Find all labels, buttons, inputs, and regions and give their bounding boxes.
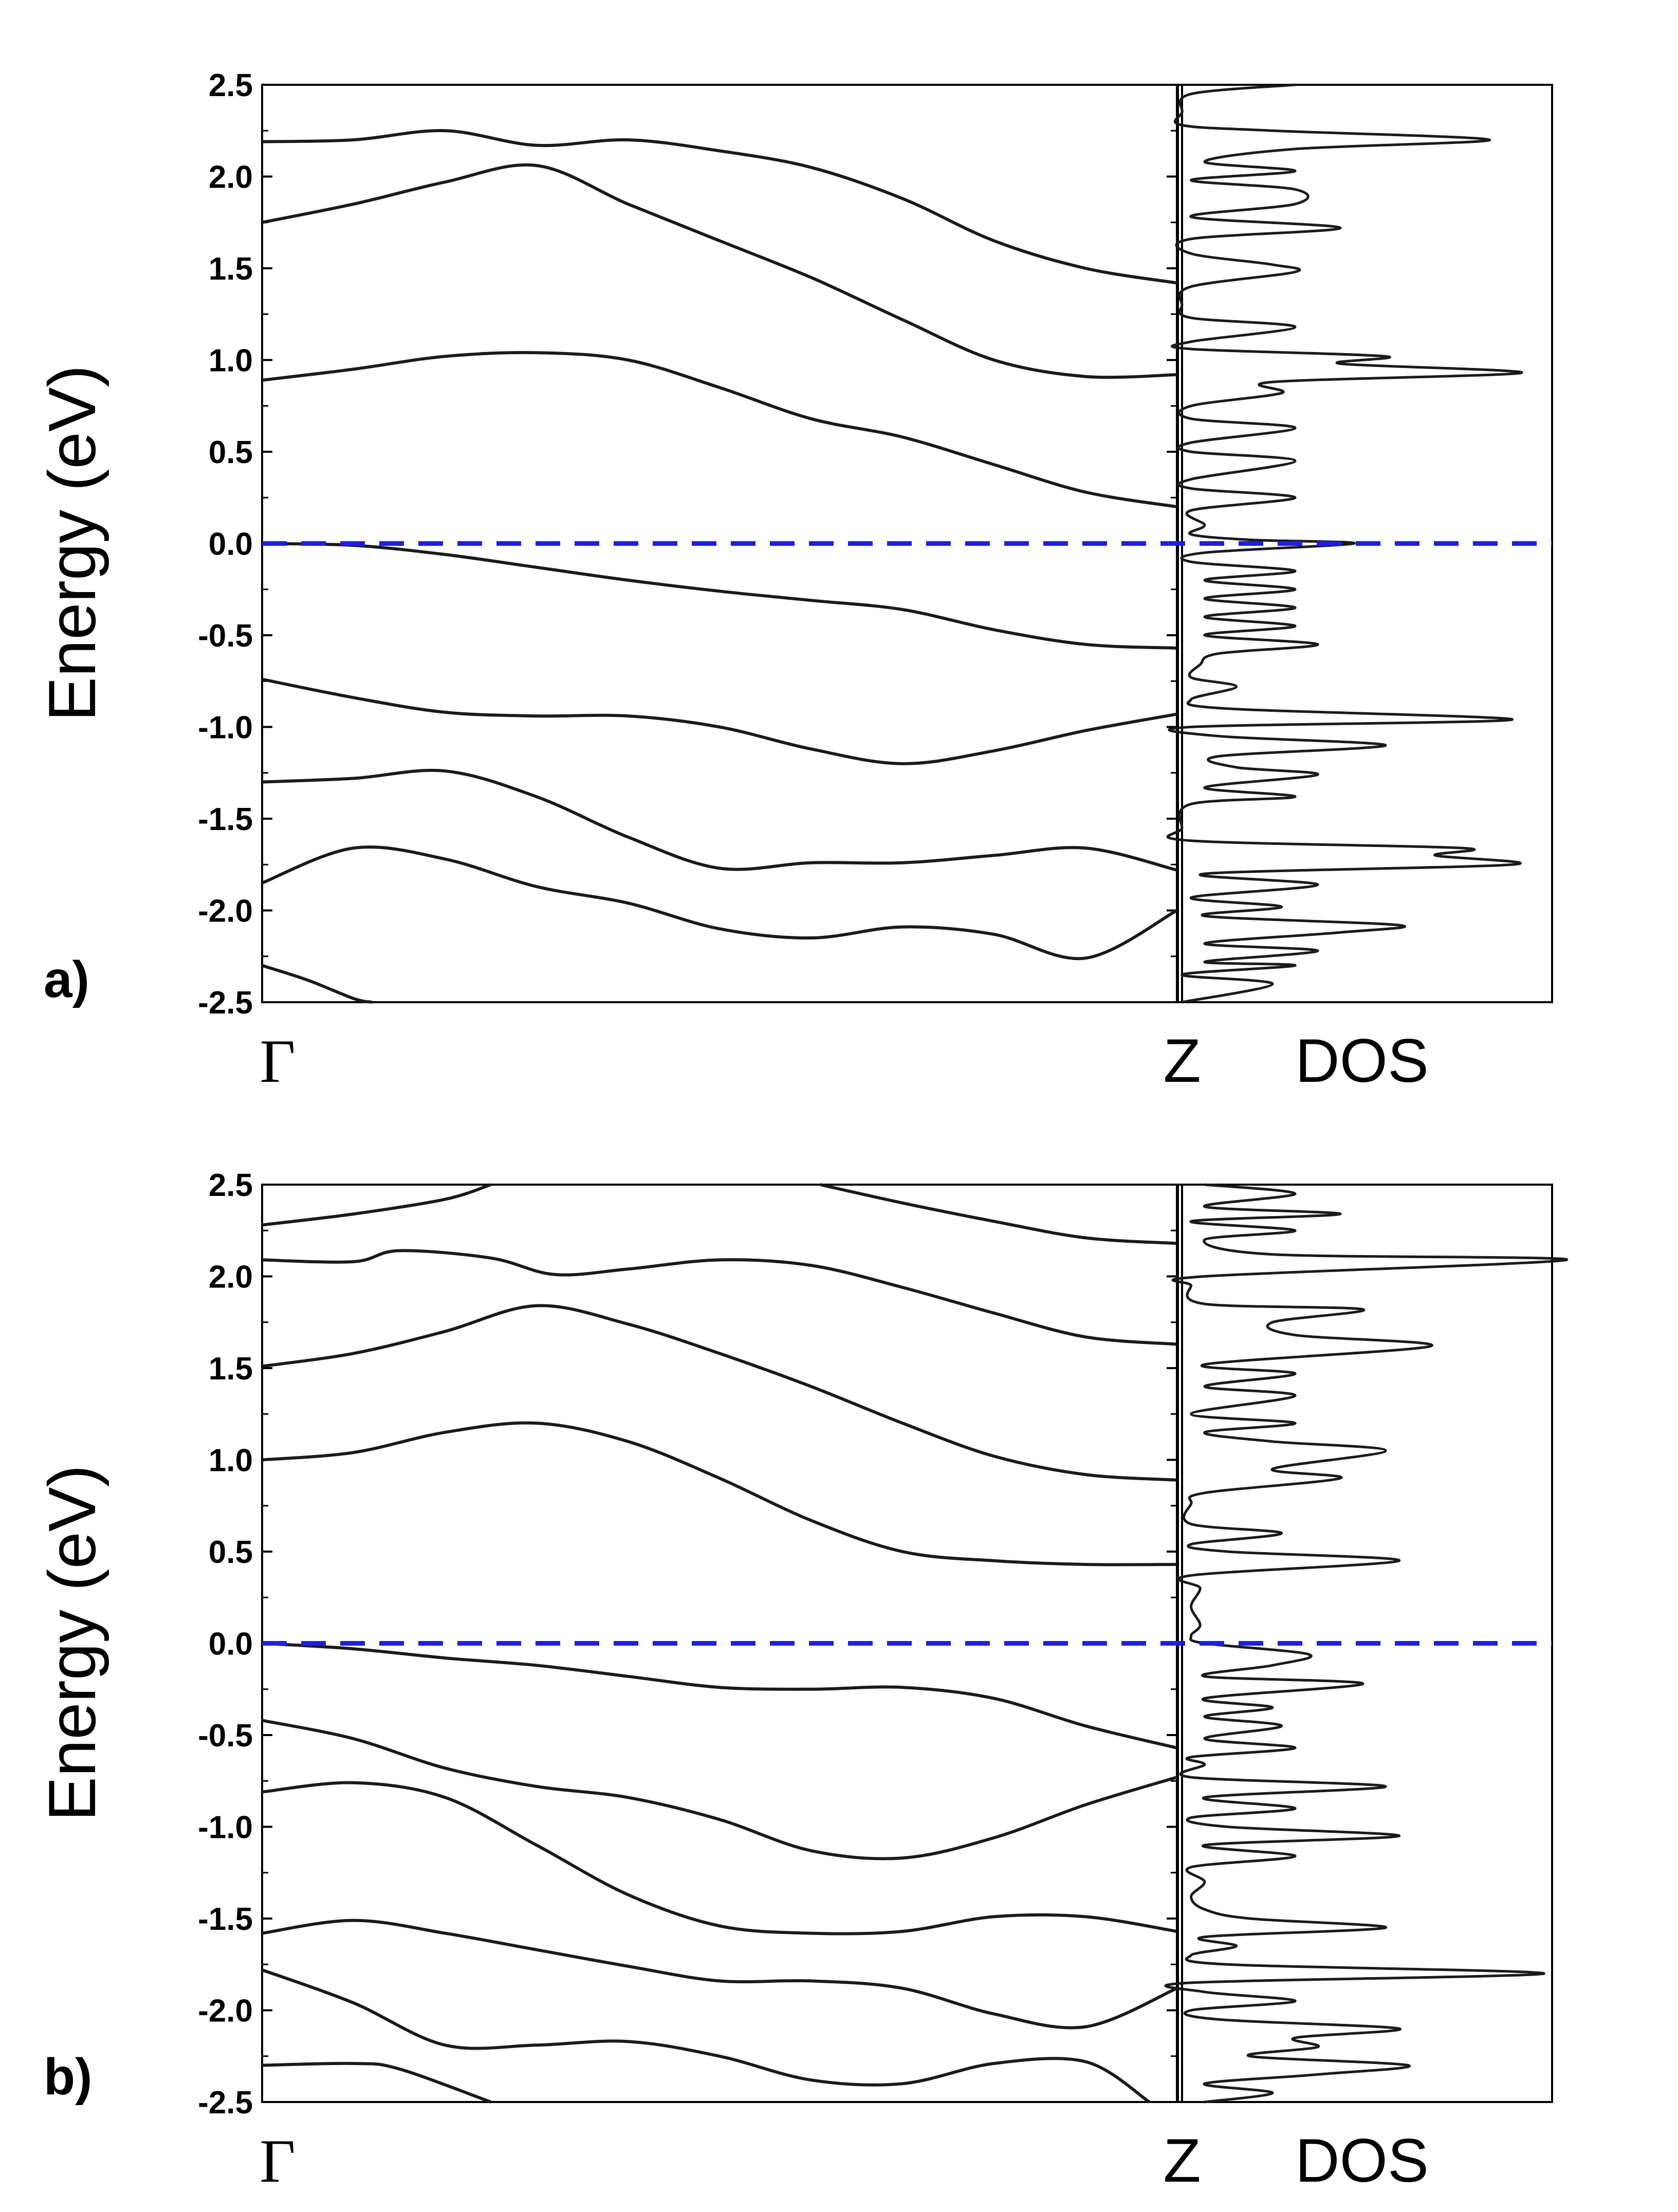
band-line [262,2061,492,2104]
y-tick-label: 0.5 [209,1535,253,1570]
dos-curve [1166,83,1523,1004]
band-lines [261,129,1178,1004]
gamma-label: Γ [260,1027,295,1095]
band-line [262,677,1177,765]
y-tick-label: 0.5 [209,435,253,470]
y-tick-label: 1.0 [209,343,253,379]
y-tick-label: -2.0 [198,1994,253,2029]
band-line [262,129,1177,285]
y-tick-label: 2.0 [209,1260,253,1295]
y-tick-label: -1.5 [198,1902,253,1937]
y-tick-label: 2.5 [209,68,253,103]
band-line [262,1781,1177,1935]
y-tick-label: 1.0 [209,1443,253,1479]
panel-label: a) [44,951,89,1008]
y-tick-label: 2.0 [209,160,253,195]
y-tick-label: -1.5 [198,802,253,837]
band-line [262,1642,1177,1749]
y-tick-label: -1.0 [198,710,253,746]
y-axis-label: Energy (eV) [34,365,109,722]
y-tick-label: -0.5 [198,1718,253,1754]
y-axis-label: Energy (eV) [34,1465,109,1821]
y-tick-label: -2.5 [198,985,253,1021]
y-tick-label: 2.5 [209,1168,253,1203]
band-line [262,163,1177,379]
band-line [262,1421,1177,1566]
band-line [262,1919,1178,2030]
dos-curve [1164,1183,1568,2104]
panel-label: b) [44,2048,92,2106]
band-line [262,1183,491,1227]
band-line [820,1183,1177,1245]
y-tick-label: 0.0 [209,527,253,562]
band-line [262,768,1177,872]
panel-a: 2.5 2.0 1.5 1.0 0.5 0.0 -0.5 -1.0 -1.5 -2.0 -2.5 E… [34,68,1553,1095]
y-ticks: 2.5 2.0 1.5 1.0 0.5 0.0 -0.5 -1.0 -1.5 -2.0 -2.5 [198,68,1177,1021]
y-tick-label: -2.5 [198,2085,253,2121]
band-line [261,845,1178,961]
dos-label: DOS [1295,1026,1429,1095]
band-line [262,1304,1177,1482]
dos-curve-group [1164,1183,1568,2104]
y-tick-label: 1.5 [209,1351,253,1387]
y-tick-label: -0.5 [198,618,253,654]
panel-b: 2.5 2.0 1.5 1.0 0.5 0.0 -0.5 -1.0 -1.5 -2.0 -2.5 E… [34,1168,1568,2195]
dos-label: DOS [1295,2126,1429,2195]
dos-curve-group [1166,83,1523,1004]
gamma-label: Γ [260,2127,295,2195]
z-label: Z [1163,1026,1201,1095]
y-tick-label: -1.0 [198,1810,253,1846]
band-line [262,964,373,1004]
band-lines [261,1183,1178,2104]
y-tick-label: -2.0 [198,894,253,929]
y-tick-label: 1.5 [209,251,253,287]
band-line [261,1968,1151,2104]
z-label: Z [1163,2126,1201,2195]
band-line [262,1249,1177,1346]
y-tick-label: 0.0 [209,1627,253,1662]
band-line [262,351,1177,509]
band-line [262,1719,1177,1860]
band-line [262,542,1177,650]
y-ticks: 2.5 2.0 1.5 1.0 0.5 0.0 -0.5 -1.0 -1.5 -2.0 -2.5 [198,1168,1177,2121]
